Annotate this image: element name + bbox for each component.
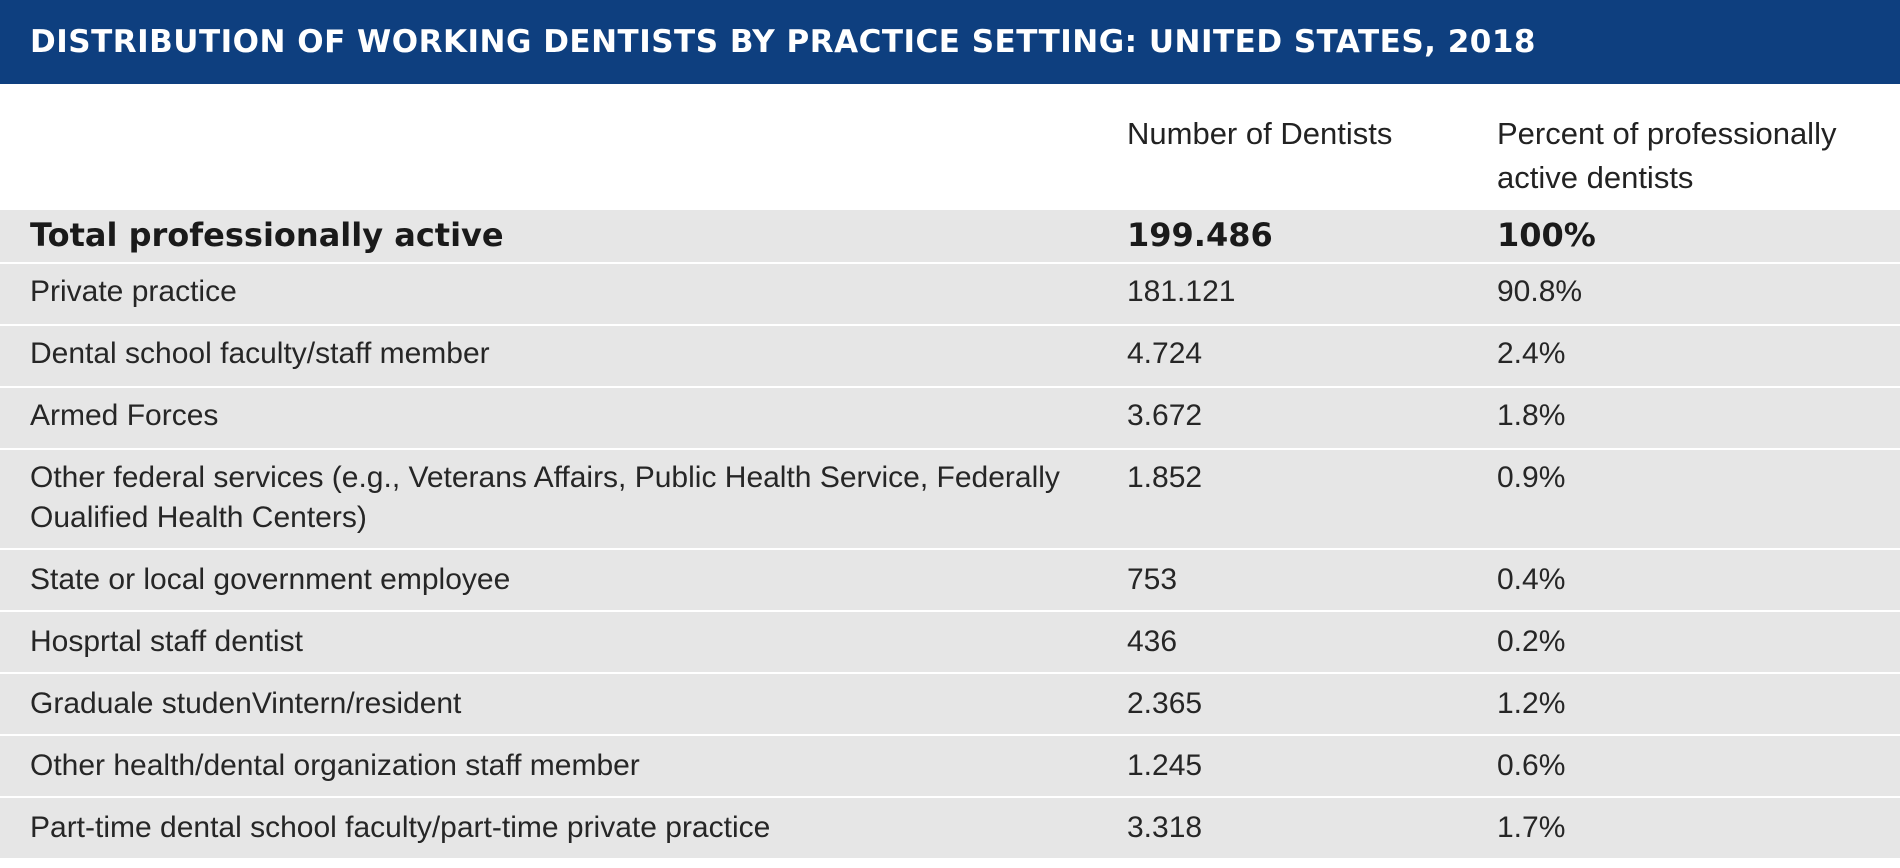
row-number: 436 — [1127, 625, 1178, 658]
row-percent: 1.8% — [1497, 399, 1566, 432]
row-setting: State or local government employee — [30, 563, 511, 596]
row-percent: 2.4% — [1497, 337, 1566, 370]
table-row: Part-time dental school faculty/part-tim… — [0, 796, 1900, 858]
row-setting: Hosprtal staff dentist — [30, 625, 303, 658]
table-row: State or local government employee 753 0… — [0, 548, 1900, 610]
row-percent: 0.6% — [1497, 749, 1566, 782]
row-number: 2.365 — [1127, 687, 1203, 720]
row-number: 753 — [1127, 563, 1178, 596]
table-row-total: Total professionally active 199.486 100% — [0, 208, 1900, 262]
table-body: Total professionally active 199.486 100%… — [0, 208, 1900, 858]
table-header-row: Number of Dentists Percent of profession… — [0, 84, 1900, 208]
table-row: Armed Forces 3.672 1.8% — [0, 386, 1900, 448]
row-number: 4.724 — [1127, 337, 1203, 370]
row-number: 3.672 — [1127, 399, 1203, 432]
row-setting: Private practice — [30, 275, 237, 308]
table-row: Other health/dental organization staff m… — [0, 734, 1900, 796]
table-row: Other federal services (e.g., Veterans A… — [0, 448, 1900, 548]
row-number: 181.121 — [1127, 275, 1236, 308]
row-setting: Part-time dental school faculty/part-tim… — [30, 811, 771, 844]
row-percent: 90.8% — [1497, 275, 1583, 308]
row-percent: 0.2% — [1497, 625, 1566, 658]
column-header-number: Number of Dentists — [1127, 116, 1393, 151]
table-row: Hosprtal staff dentist 436 0.2% — [0, 610, 1900, 672]
table-row: Dental school faculty/staff member 4.724… — [0, 324, 1900, 386]
column-header-percent: Percent of professionally active dentist… — [1497, 116, 1837, 195]
row-number: 3.318 — [1127, 811, 1203, 844]
row-setting: Dental school faculty/staff member — [30, 337, 490, 370]
row-percent: 1.7% — [1497, 811, 1566, 844]
row-number: 199.486 — [1127, 216, 1273, 254]
row-percent: 1.2% — [1497, 687, 1566, 720]
row-percent: 100% — [1497, 216, 1596, 254]
row-setting: Total professionally active — [30, 216, 504, 254]
row-percent: 0.9% — [1497, 461, 1566, 494]
table-title: DISTRIBUTION OF WORKING DENTISTS BY PRAC… — [0, 0, 1900, 84]
table-row: Graduale studenVintern/resident 2.365 1.… — [0, 672, 1900, 734]
row-setting: Other health/dental organization staff m… — [30, 749, 640, 782]
table-row: Private practice 181.121 90.8% — [0, 262, 1900, 324]
row-number: 1.245 — [1127, 749, 1203, 782]
row-setting: Other federal services (e.g., Veterans A… — [30, 461, 1060, 534]
row-setting: Graduale studenVintern/resident — [30, 687, 462, 720]
row-percent: 0.4% — [1497, 563, 1566, 596]
row-number: 1.852 — [1127, 461, 1203, 494]
row-setting: Armed Forces — [30, 399, 219, 432]
